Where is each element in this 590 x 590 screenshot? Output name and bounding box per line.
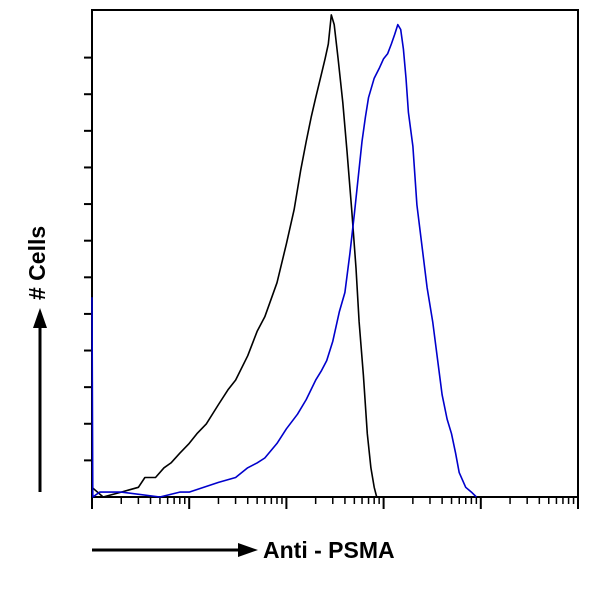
series-line-control (91, 14, 378, 498)
y-axis-ticks (84, 56, 92, 462)
plot-frame (91, 9, 579, 498)
y-axis-arrow-head (33, 308, 47, 328)
y-axis-label: # Cells (24, 226, 50, 300)
x-axis-label: Anti - PSMA (263, 537, 395, 563)
series-line-anti-psma (91, 23, 477, 498)
x-axis-ticks (91, 497, 579, 509)
x-axis-arrow-head (238, 543, 258, 557)
histogram-series (91, 14, 477, 498)
